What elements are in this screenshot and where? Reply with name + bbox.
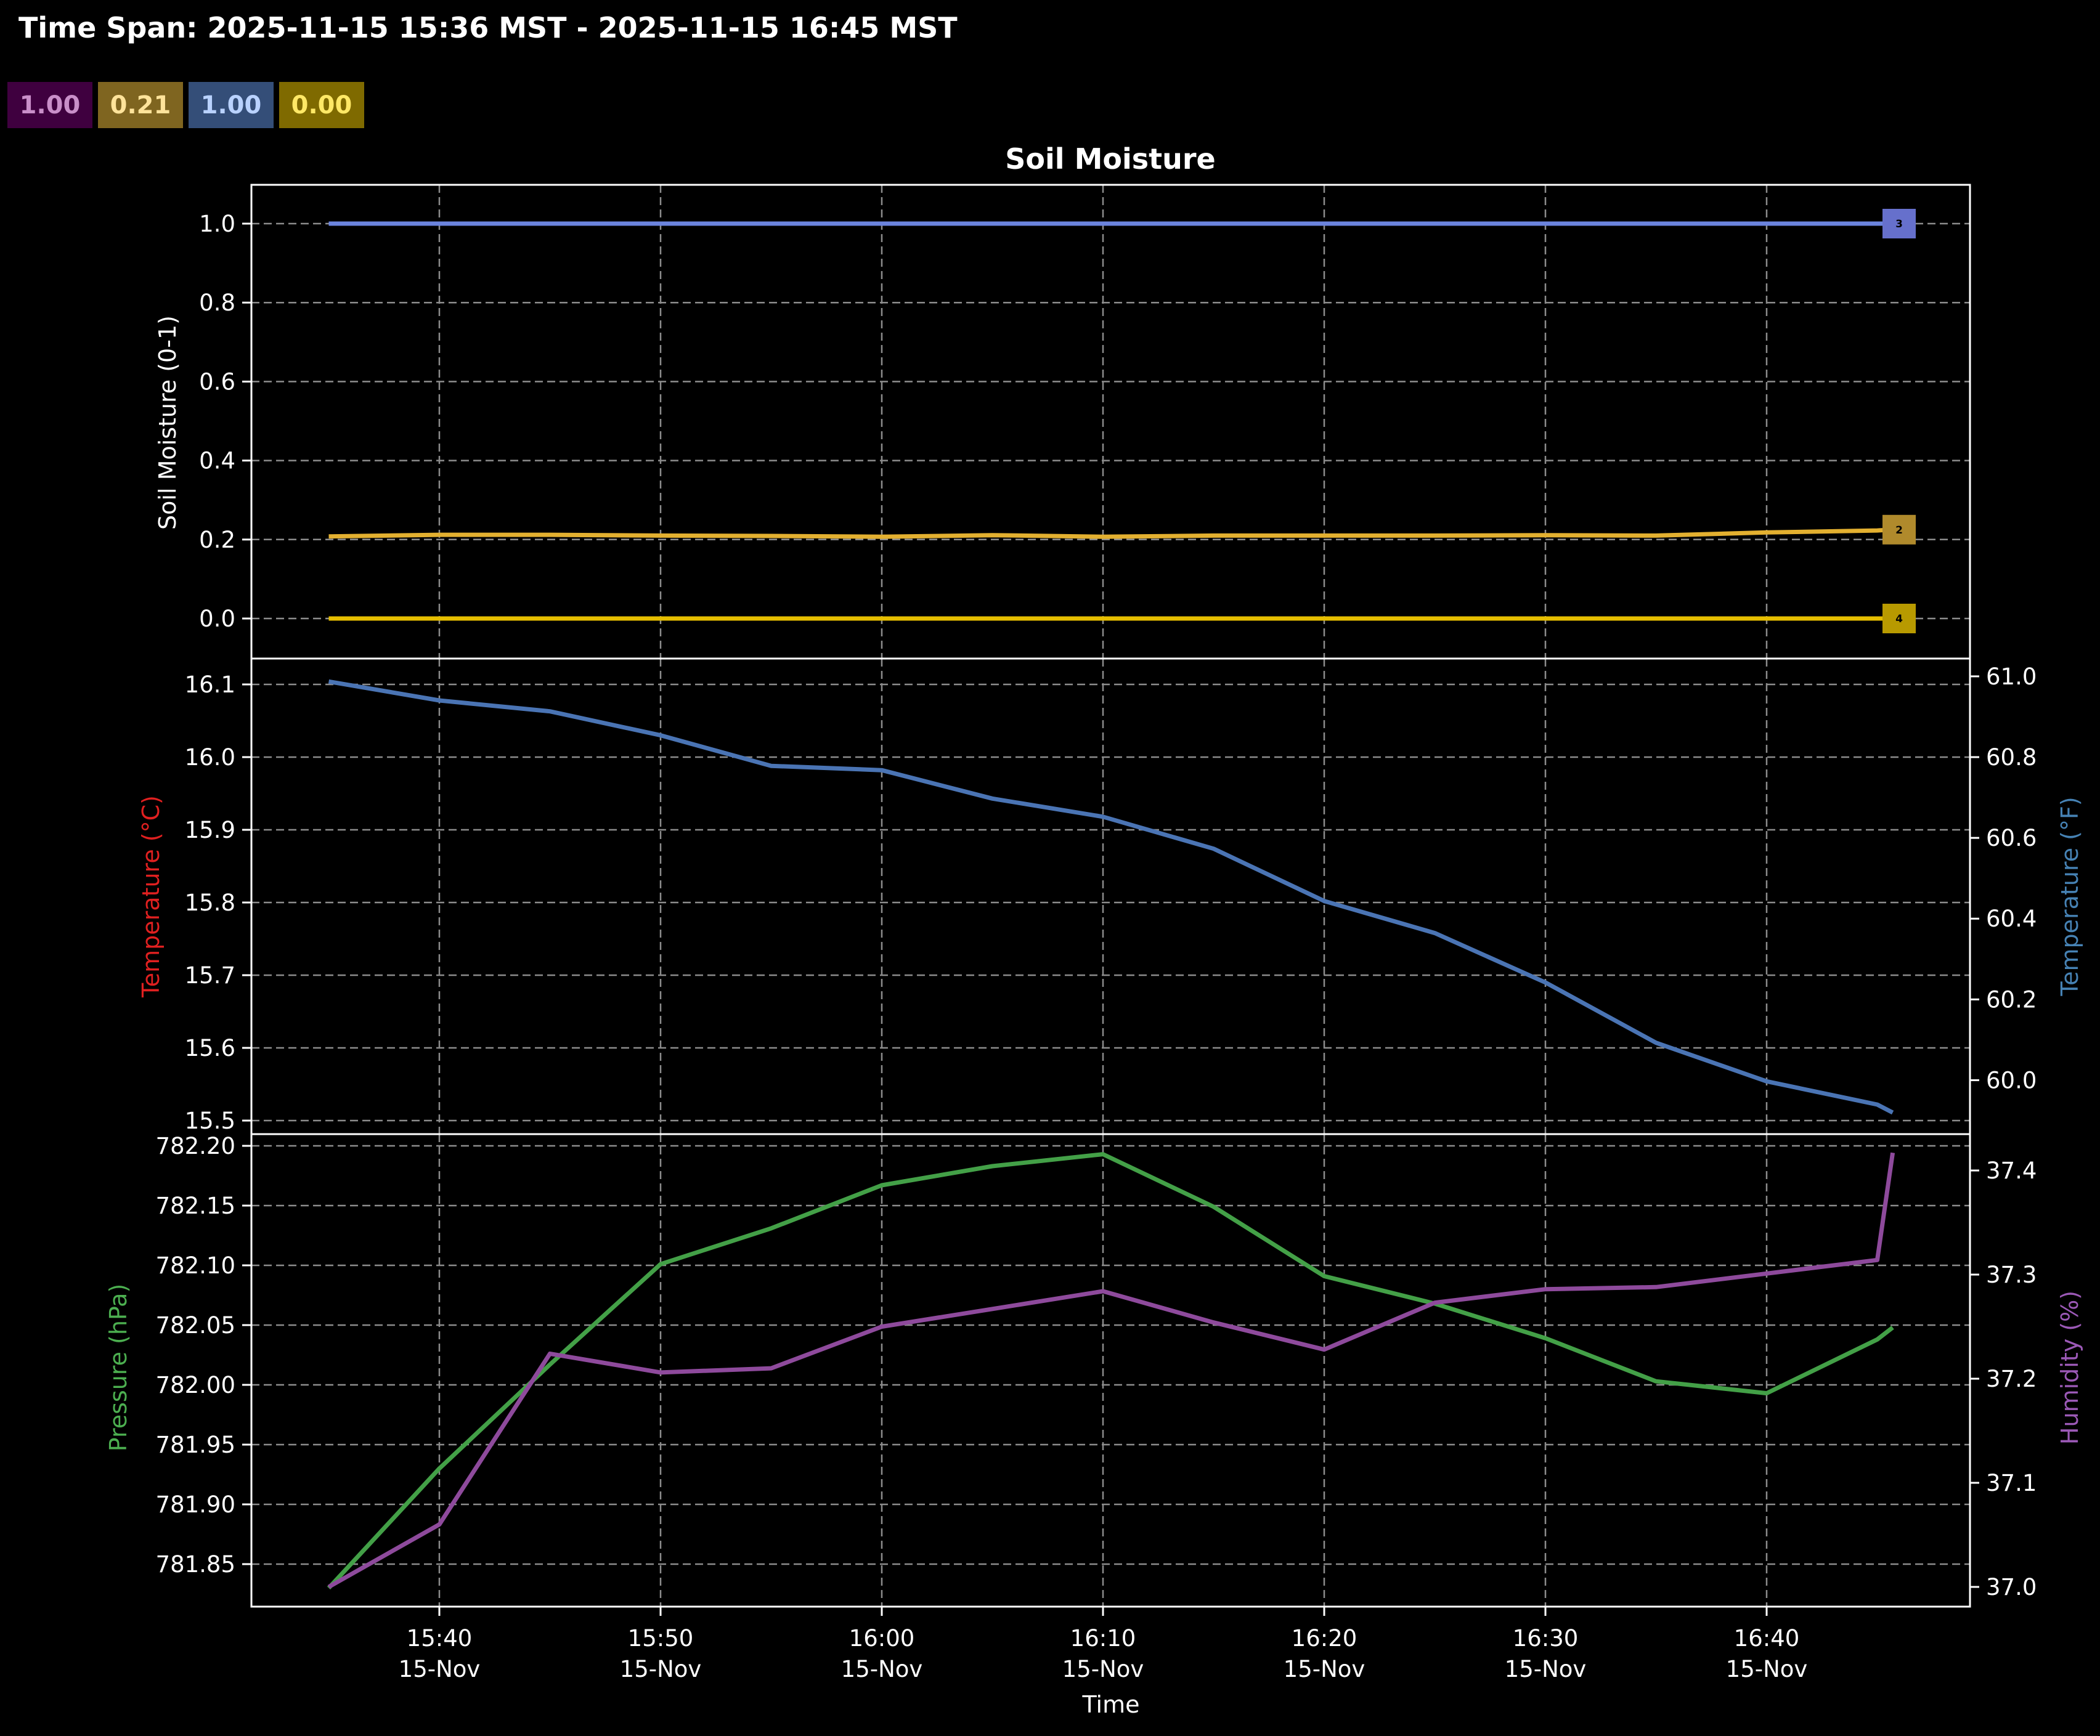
y-tick-label: 15.5 bbox=[185, 1108, 235, 1134]
sensor-1-badge: 1.00 bbox=[7, 82, 92, 128]
x-tick-date-label: 15-Nov bbox=[1062, 1656, 1144, 1682]
y-right-tick-label: 37.4 bbox=[1986, 1158, 2037, 1184]
series-line-sensor-2 bbox=[328, 527, 1893, 539]
y-tick-label: 16.0 bbox=[185, 744, 235, 771]
sensor-3-end-marker bbox=[1882, 209, 1916, 238]
x-tick-date-label: 15-Nov bbox=[1284, 1656, 1365, 1682]
y-tick-label: 0.4 bbox=[199, 448, 235, 474]
series-line-humidity- bbox=[327, 1152, 1895, 1589]
y-tick-label: 0.0 bbox=[199, 606, 235, 632]
y-tick-label: 1.0 bbox=[199, 211, 235, 237]
x-tick-date-label: 15-Nov bbox=[1505, 1656, 1587, 1682]
humidity-ylabel: Humidity (%) bbox=[2056, 1291, 2083, 1445]
sensor-4-badge: 0.00 bbox=[279, 82, 364, 128]
sensor-4-end-marker bbox=[1882, 604, 1916, 633]
y-tick-label: 781.90 bbox=[156, 1491, 235, 1518]
y-tick-label: 15.8 bbox=[185, 890, 235, 916]
sensor-3-badge: 1.00 bbox=[189, 82, 274, 128]
y-right-tick-label: 61.0 bbox=[1986, 663, 2037, 690]
y-right-tick-label: 60.4 bbox=[1986, 906, 2037, 932]
sensor-2-badge: 0.21 bbox=[98, 82, 183, 128]
soil-moisture-ylabel: Soil Moisture (0-1) bbox=[154, 315, 181, 530]
y-tick-label: 0.8 bbox=[199, 290, 235, 316]
x-tick-time-label: 16:10 bbox=[1070, 1625, 1136, 1652]
sensor-value-badges: 1.00 0.21 1.00 0.00 bbox=[7, 82, 364, 128]
x-tick-time-label: 16:40 bbox=[1734, 1625, 1800, 1652]
series-line-pressure-hpa- bbox=[327, 1152, 1894, 1590]
x-tick-time-label: 16:30 bbox=[1513, 1625, 1579, 1652]
y-right-tick-label: 37.2 bbox=[1986, 1366, 2037, 1392]
sensor-3-value: 1.00 bbox=[200, 91, 262, 120]
x-tick-date-label: 15-Nov bbox=[620, 1656, 702, 1682]
sensor-2-end-marker bbox=[1882, 514, 1916, 545]
y-tick-label: 16.1 bbox=[185, 671, 235, 698]
y-tick-label: 781.85 bbox=[156, 1551, 235, 1578]
x-tick-time-label: 15:50 bbox=[628, 1625, 694, 1652]
sensor-2-value: 0.21 bbox=[110, 91, 171, 120]
sensor-2-marker-label: 2 bbox=[1895, 524, 1903, 537]
plot-frames bbox=[250, 184, 1971, 1608]
series-line-temperature-c- bbox=[328, 679, 1894, 1115]
sensor-1-value: 1.00 bbox=[19, 91, 81, 120]
y-right-tick-label: 37.3 bbox=[1986, 1262, 2037, 1288]
time-xlabel: Time bbox=[1082, 1691, 1140, 1718]
time-span-title: Time Span: 2025-11-15 15:36 MST - 2025-1… bbox=[18, 11, 958, 44]
y-right-tick-label: 37.1 bbox=[1986, 1470, 2037, 1496]
soil-moisture-title: Soil Moisture bbox=[1005, 142, 1215, 176]
y-tick-label: 782.20 bbox=[156, 1133, 235, 1159]
sensor-4-marker-label: 4 bbox=[1895, 613, 1903, 625]
temperature-c-ylabel: Temperature (°C) bbox=[137, 795, 165, 998]
x-tick-date-label: 15-Nov bbox=[399, 1656, 481, 1682]
panel-frame bbox=[250, 184, 1971, 660]
panel-frame bbox=[250, 1133, 1971, 1608]
y-tick-label: 782.00 bbox=[156, 1372, 235, 1398]
y-right-tick-label: 37.0 bbox=[1986, 1574, 2037, 1600]
temperature-f-ylabel: Temperature (°F) bbox=[2056, 797, 2083, 996]
sensor-3-marker-label: 3 bbox=[1895, 218, 1903, 230]
grid-lines bbox=[251, 185, 1970, 1607]
y-tick-label: 781.95 bbox=[156, 1432, 235, 1458]
x-tick-time-label: 16:20 bbox=[1292, 1625, 1357, 1652]
y-tick-label: 782.15 bbox=[156, 1193, 235, 1219]
x-tick-date-label: 15-Nov bbox=[841, 1656, 923, 1682]
axis-ticks: 0.0 0.2 0.4 0.6 0.8 1.0 15.5 15.6 15.7 15.8 15.9 16… bbox=[156, 211, 2037, 1682]
y-tick-label: 782.05 bbox=[156, 1312, 235, 1339]
end-markers: 3 2 4 bbox=[1882, 209, 1916, 633]
y-right-tick-label: 60.0 bbox=[1986, 1067, 2037, 1093]
y-tick-label: 0.6 bbox=[199, 368, 235, 395]
y-tick-label: 0.2 bbox=[199, 527, 235, 553]
data-series bbox=[327, 221, 1895, 1590]
pressure-ylabel: Pressure (hPa) bbox=[105, 1284, 132, 1452]
y-tick-label: 782.10 bbox=[156, 1252, 235, 1279]
x-tick-date-label: 15-Nov bbox=[1726, 1656, 1808, 1682]
sensor-4-value: 0.00 bbox=[291, 91, 352, 120]
x-tick-time-label: 15:40 bbox=[407, 1625, 473, 1652]
y-tick-label: 15.6 bbox=[185, 1035, 235, 1061]
y-tick-label: 15.7 bbox=[185, 962, 235, 989]
y-tick-label: 15.9 bbox=[185, 817, 235, 843]
y-right-tick-label: 60.6 bbox=[1986, 825, 2037, 851]
y-right-tick-label: 60.8 bbox=[1986, 744, 2037, 771]
x-tick-time-label: 16:00 bbox=[849, 1625, 915, 1652]
y-right-tick-label: 60.2 bbox=[1986, 986, 2037, 1013]
